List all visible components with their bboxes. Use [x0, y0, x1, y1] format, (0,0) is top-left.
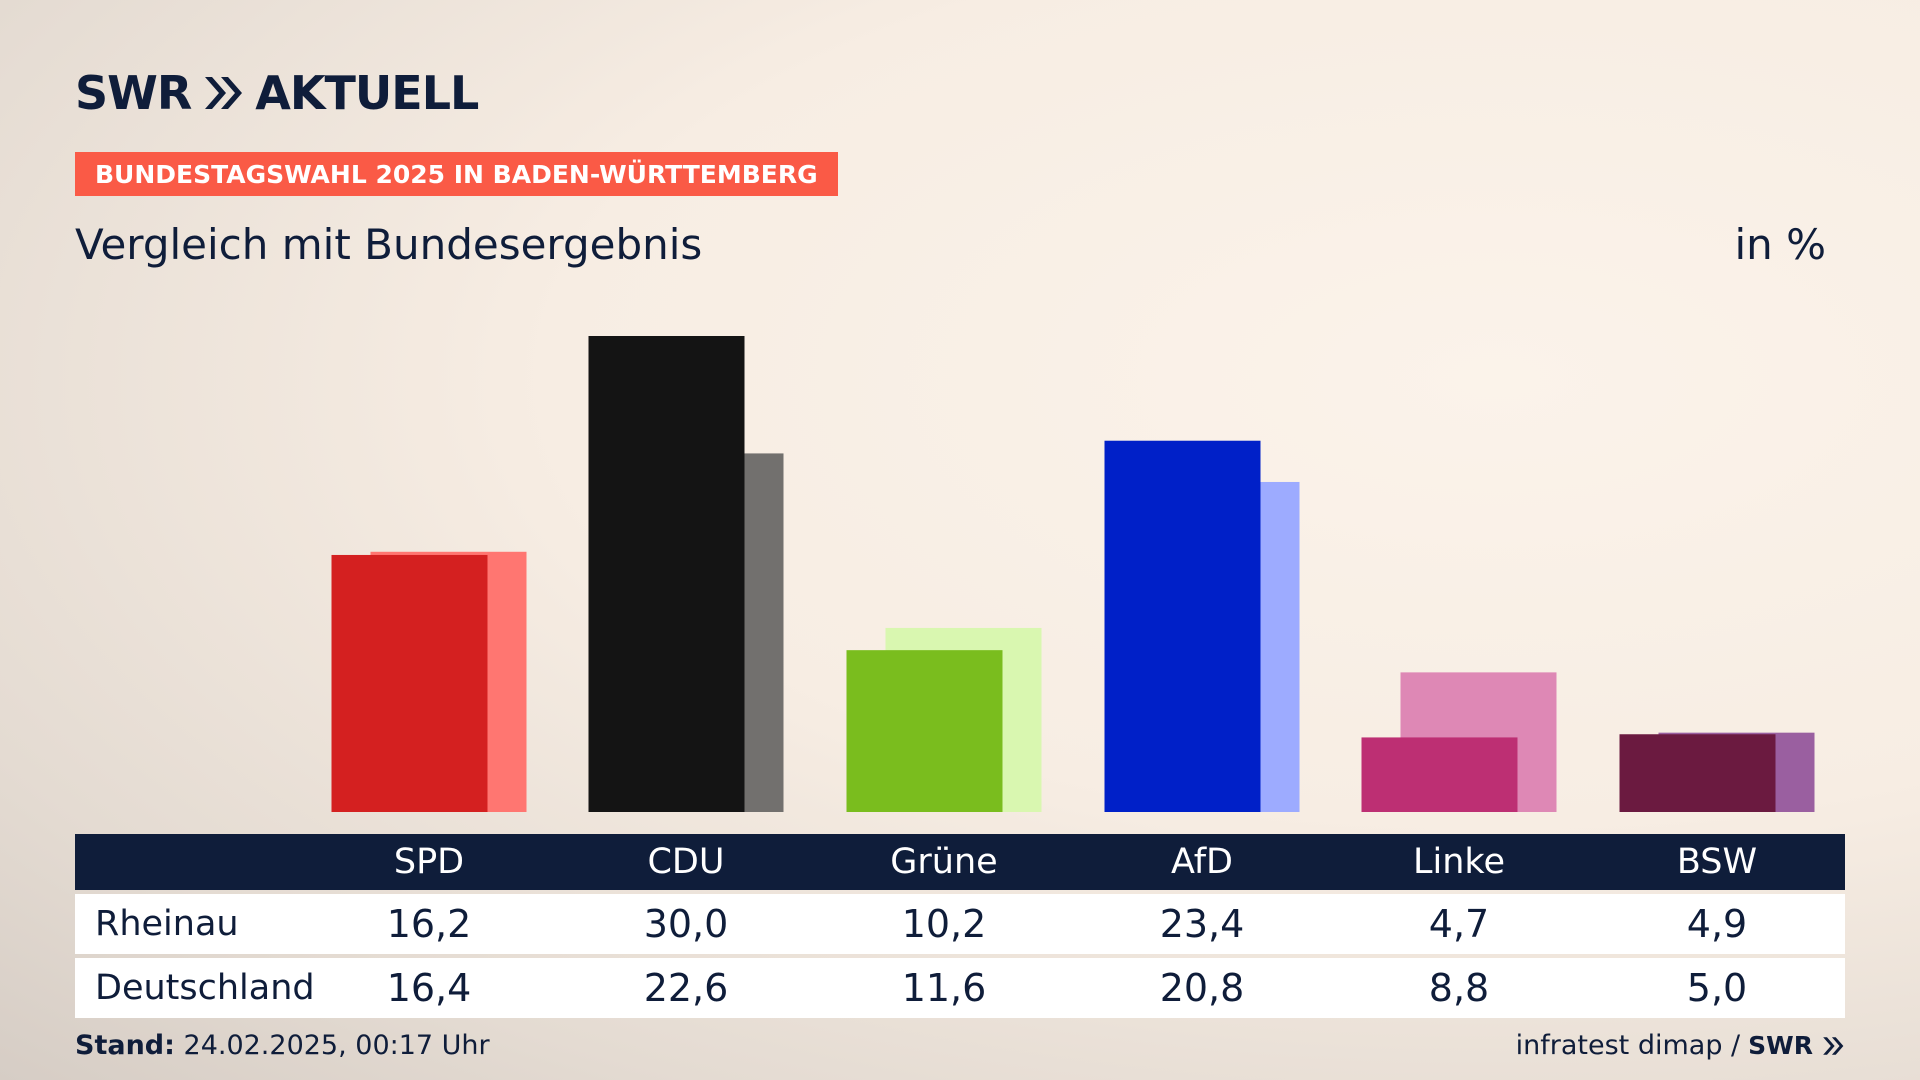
table-row: Rheinau 16,2 30,0 10,2 23,4 4,7 4,9	[75, 894, 1845, 954]
brand-product: AKTUELL	[255, 66, 479, 120]
table-cell: 5,0	[1686, 966, 1748, 1010]
source-brand: SWR	[1748, 1031, 1813, 1060]
table-cell: 22,6	[643, 966, 729, 1010]
results-table: SPD CDU Grüne AfD Linke BSW Rheinau 16,2…	[75, 834, 1845, 1018]
header-bsw: BSW	[1676, 842, 1758, 882]
header-spd: SPD	[393, 842, 465, 882]
table-cell: 30,0	[643, 902, 729, 946]
table-cell: 23,4	[1159, 902, 1245, 946]
timestamp: Stand: 24.02.2025, 00:17 Uhr	[75, 1030, 490, 1061]
chart-subtitle: Vergleich mit Bundesergebnis	[75, 220, 703, 269]
unit-label: in %	[1734, 220, 1826, 269]
table-cell: 16,2	[386, 902, 472, 946]
table-cell: 8,8	[1428, 966, 1490, 1010]
table-cell: 10,2	[901, 902, 987, 946]
bar-rheinau-afd	[1104, 440, 1261, 812]
bar-rheinau-spd	[331, 554, 488, 812]
row-label: Deutschland	[95, 968, 315, 1008]
bar-rheinau-grüne	[846, 650, 1003, 812]
header-cdu: CDU	[647, 842, 725, 882]
table-cell: 4,7	[1428, 902, 1490, 946]
swr-aktuell-logo: SWR AKTUELL	[75, 66, 479, 120]
table-cell: 16,4	[386, 966, 472, 1010]
source-text: infratest dimap /	[1515, 1030, 1741, 1061]
bar-rheinau-cdu	[588, 336, 745, 812]
header-linke: Linke	[1413, 842, 1505, 882]
row-label: Rheinau	[95, 904, 239, 944]
table-cell: 4,9	[1686, 902, 1748, 946]
bar-chart	[331, 336, 1815, 812]
election-banner: BUNDESTAGSWAHL 2025 IN BADEN-WÜRTTEMBERG	[75, 152, 838, 196]
double-chevron-icon	[1823, 1036, 1844, 1055]
bar-rheinau-bsw	[1619, 734, 1776, 812]
double-chevron-icon	[205, 77, 243, 109]
header-gruene: Grüne	[890, 842, 998, 882]
header-afd: AfD	[1171, 842, 1233, 882]
table-row: Deutschland 16,4 22,6 11,6 20,8 8,8 5,0	[75, 958, 1845, 1018]
table-cell: 20,8	[1159, 966, 1245, 1010]
source-credit: infratest dimap / SWR	[1516, 1030, 1845, 1061]
stand-label: Stand:	[75, 1030, 175, 1061]
bar-rheinau-linke	[1361, 737, 1518, 812]
stand-value: 24.02.2025, 00:17 Uhr	[183, 1030, 490, 1061]
table-header: SPD CDU Grüne AfD Linke BSW	[75, 834, 1845, 890]
brand-name: SWR	[75, 66, 192, 120]
table-cell: 11,6	[901, 966, 987, 1010]
